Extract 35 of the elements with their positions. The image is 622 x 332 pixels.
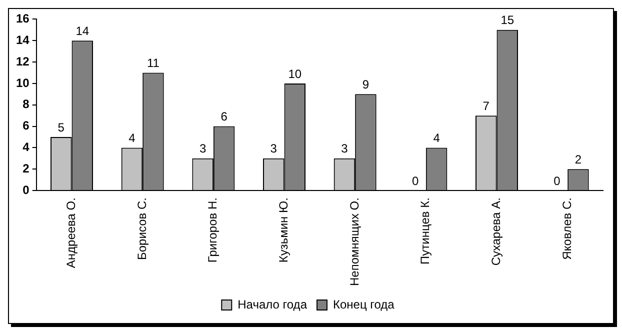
- y-tick-label: 6: [22, 118, 30, 133]
- y-tick-label: 14: [16, 32, 30, 47]
- y-tick-label: 16: [16, 12, 30, 26]
- x-tick-label: Григоров Н.: [206, 198, 220, 263]
- y-tick-label: 0: [22, 182, 30, 197]
- x-tick-label: Яковлев С.: [560, 198, 574, 260]
- data-label: 3: [199, 142, 206, 156]
- data-label: 4: [433, 131, 440, 146]
- y-tick-label: 12: [16, 54, 30, 68]
- data-label: 5: [58, 120, 65, 134]
- data-label: 11: [146, 56, 160, 70]
- legend-label: Начало года: [238, 297, 308, 312]
- data-label: 10: [288, 66, 302, 81]
- data-label: 0: [554, 174, 561, 188]
- x-tick-label: Кузьмин Ю.: [276, 198, 291, 263]
- legend-label: Конец года: [332, 297, 395, 312]
- data-label: 6: [220, 110, 228, 124]
- data-label: 0: [412, 174, 419, 188]
- y-tick-label: 2: [22, 161, 30, 176]
- data-label: 7: [482, 98, 490, 113]
- data-label: 2: [574, 152, 582, 166]
- y-tick-label: 8: [22, 97, 30, 112]
- y-tick-label: 4: [22, 140, 30, 154]
- data-label: 14: [76, 24, 90, 38]
- x-tick-label: Сухарева А.: [489, 198, 504, 266]
- data-label: 3: [341, 142, 348, 156]
- x-tick-label: Путинцев К.: [418, 198, 432, 264]
- data-label: 3: [270, 142, 278, 156]
- x-tick-label: Борисов С.: [134, 198, 149, 260]
- data-label: 4: [128, 131, 136, 146]
- x-tick-label: Андреева О.: [64, 198, 78, 268]
- data-label: 9: [362, 77, 370, 92]
- x-tick-label: Непомнящих О.: [347, 198, 362, 286]
- data-label: 15: [500, 13, 514, 28]
- y-tick-label: 10: [16, 76, 30, 90]
